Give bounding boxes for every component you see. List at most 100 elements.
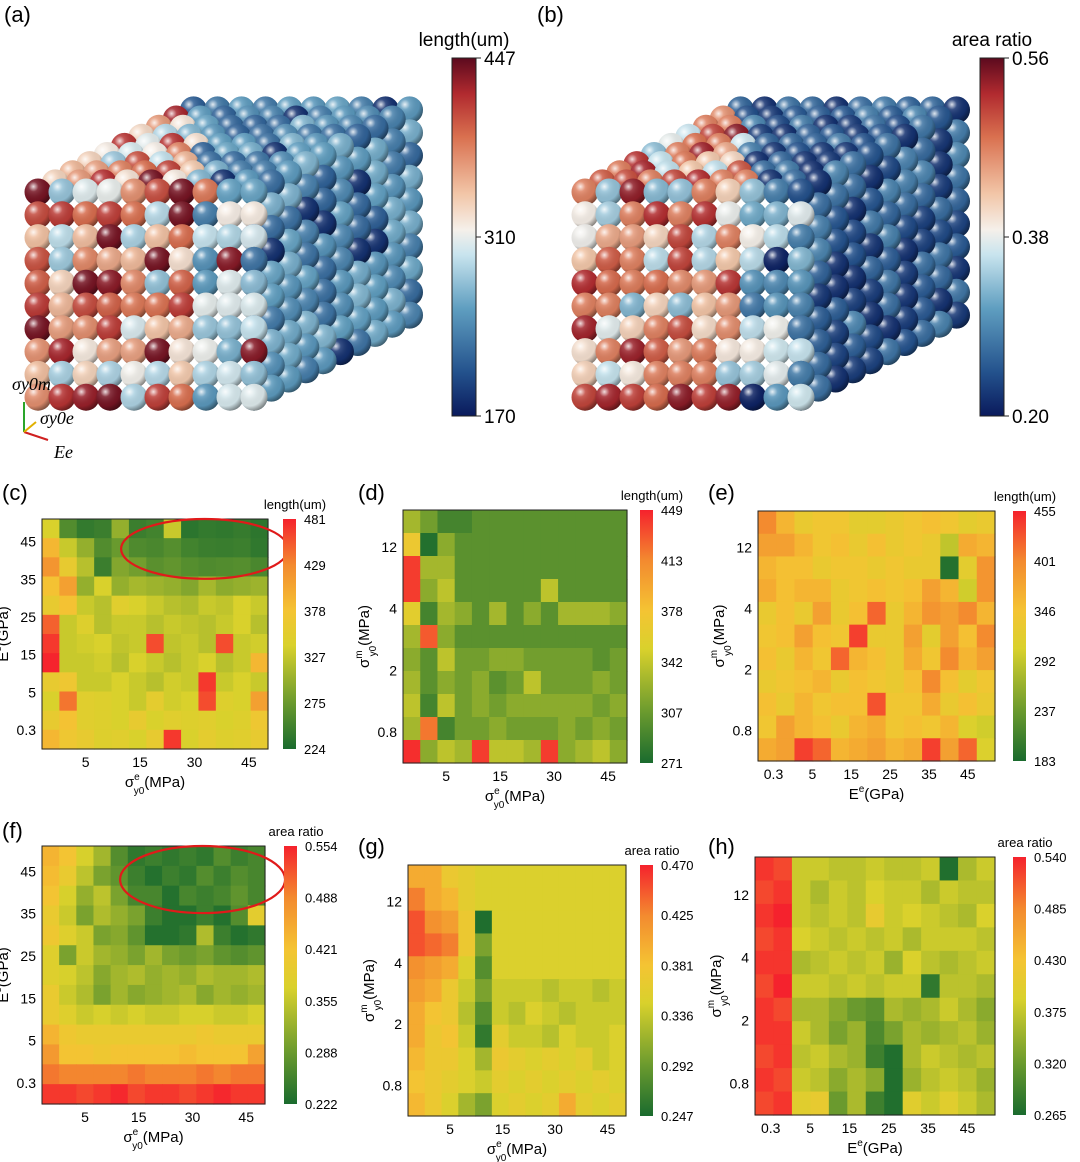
heatmap-cell bbox=[575, 648, 594, 672]
heatmap-cell bbox=[542, 887, 560, 912]
heatmap-cell bbox=[94, 672, 113, 693]
heatmap-cell bbox=[196, 1064, 215, 1085]
heatmap-cell bbox=[958, 624, 978, 648]
heatmap-cell bbox=[794, 533, 814, 558]
panel-label: (f) bbox=[2, 818, 23, 843]
sphere-shading bbox=[571, 269, 599, 297]
heatmap-cell bbox=[976, 511, 996, 535]
heatmap-cell bbox=[773, 974, 793, 999]
heatmap-cell bbox=[903, 511, 923, 535]
sphere-shading bbox=[48, 383, 76, 411]
heatmap-cell bbox=[198, 634, 217, 654]
heatmap-cell bbox=[609, 671, 628, 695]
y-tick-label: 12 bbox=[381, 539, 397, 555]
heatmap-cell bbox=[794, 579, 814, 603]
y-tick-label: 4 bbox=[744, 601, 752, 617]
heatmap-cell bbox=[903, 692, 923, 717]
heatmap-cell bbox=[794, 511, 814, 535]
sphere-shading bbox=[168, 360, 196, 388]
heatmap-cell bbox=[458, 1093, 476, 1117]
heatmap-cell bbox=[233, 576, 252, 597]
heatmap-cell bbox=[76, 1004, 95, 1026]
heatmap-cell bbox=[247, 1044, 266, 1065]
sphere-shading bbox=[216, 383, 244, 411]
heatmap-cell bbox=[903, 738, 923, 762]
heatmap-cell bbox=[198, 691, 217, 712]
heatmap-cell bbox=[902, 1068, 922, 1093]
sphere-shading bbox=[643, 224, 671, 252]
heatmap-cell bbox=[976, 997, 996, 1022]
heatmap-cell bbox=[181, 576, 200, 597]
heatmap-cell bbox=[144, 984, 163, 1006]
x-tick-label: 45 bbox=[600, 768, 616, 784]
sphere-shading bbox=[192, 201, 220, 229]
x-axis-label-part: e bbox=[133, 1127, 139, 1138]
heatmap-cell bbox=[939, 1091, 959, 1116]
heatmap-cell bbox=[903, 647, 923, 671]
heatmap-cell bbox=[939, 880, 959, 905]
heatmap-cell bbox=[575, 694, 594, 718]
heatmap-cell bbox=[794, 715, 814, 739]
heatmap-cell bbox=[865, 974, 885, 999]
heatmap-cell bbox=[213, 1084, 232, 1105]
sphere-shading bbox=[619, 292, 647, 320]
sphere-shading bbox=[24, 224, 52, 252]
heatmap-cell bbox=[144, 1024, 163, 1046]
heatmap-cell bbox=[215, 691, 234, 712]
heatmap-cell bbox=[558, 556, 576, 580]
heatmap-cell bbox=[921, 1091, 941, 1116]
heatmap-cell bbox=[42, 672, 60, 693]
y-axis-label: σm y0(MPa) bbox=[359, 959, 384, 1022]
heatmap-cell bbox=[976, 533, 996, 558]
heatmap-cell bbox=[940, 670, 960, 694]
colorbar-tick-label: 455 bbox=[1034, 504, 1056, 519]
y-tick-label: 35 bbox=[20, 571, 36, 587]
heatmap-cell bbox=[540, 694, 559, 718]
heatmap-cell bbox=[939, 903, 959, 928]
heatmap-cell bbox=[42, 1024, 60, 1046]
sphere-shading bbox=[667, 360, 695, 388]
heatmap-cell bbox=[420, 579, 439, 603]
heatmap-cell bbox=[128, 576, 147, 597]
heatmap-cell bbox=[59, 672, 78, 693]
heatmap-cell bbox=[111, 595, 130, 616]
heatmap-cell bbox=[59, 1064, 77, 1085]
x-tick-label: 15 bbox=[131, 1109, 147, 1125]
colorbar-tick-label: 275 bbox=[304, 696, 326, 711]
heatmap-cell bbox=[558, 648, 576, 672]
sphere-shading bbox=[595, 360, 623, 388]
heatmap-cell bbox=[885, 511, 905, 535]
heatmap-cell bbox=[958, 533, 978, 558]
heatmap-cell bbox=[437, 510, 456, 534]
heatmap-cell bbox=[575, 887, 594, 912]
heatmap-cell bbox=[940, 692, 960, 717]
heatmap-cell bbox=[233, 538, 252, 558]
colorbar-tick-label: 0.336 bbox=[661, 1009, 694, 1024]
colorbar-tick-label: 0.421 bbox=[305, 942, 338, 957]
sphere-shading bbox=[120, 201, 148, 229]
heatmap-cell bbox=[196, 925, 215, 946]
heatmap-cell bbox=[575, 1070, 594, 1094]
heatmap-cell bbox=[976, 857, 996, 882]
heatmap-cell bbox=[111, 729, 130, 750]
heatmap-cell bbox=[542, 1047, 560, 1071]
heatmap-cell bbox=[437, 602, 456, 626]
y-tick-label: 25 bbox=[20, 609, 36, 625]
heatmap-cell bbox=[830, 579, 850, 603]
heatmap-cell bbox=[506, 717, 525, 741]
sphere-shading bbox=[739, 360, 767, 388]
heatmap-cell bbox=[758, 533, 777, 558]
heatmap-cell bbox=[250, 614, 269, 635]
heatmap-cell bbox=[830, 738, 850, 762]
sphere-shading bbox=[120, 224, 148, 252]
heatmap-cell bbox=[592, 671, 611, 695]
heatmap-cell bbox=[128, 710, 147, 731]
heatmap-cell bbox=[213, 945, 232, 966]
heatmap-cell bbox=[865, 903, 885, 928]
sphere-shading bbox=[739, 246, 767, 274]
heatmap-cell bbox=[424, 887, 443, 912]
sphere-shading bbox=[739, 338, 767, 366]
heatmap-cell bbox=[849, 579, 868, 603]
heatmap-cell bbox=[791, 903, 811, 928]
heatmap-cell bbox=[592, 1047, 610, 1071]
